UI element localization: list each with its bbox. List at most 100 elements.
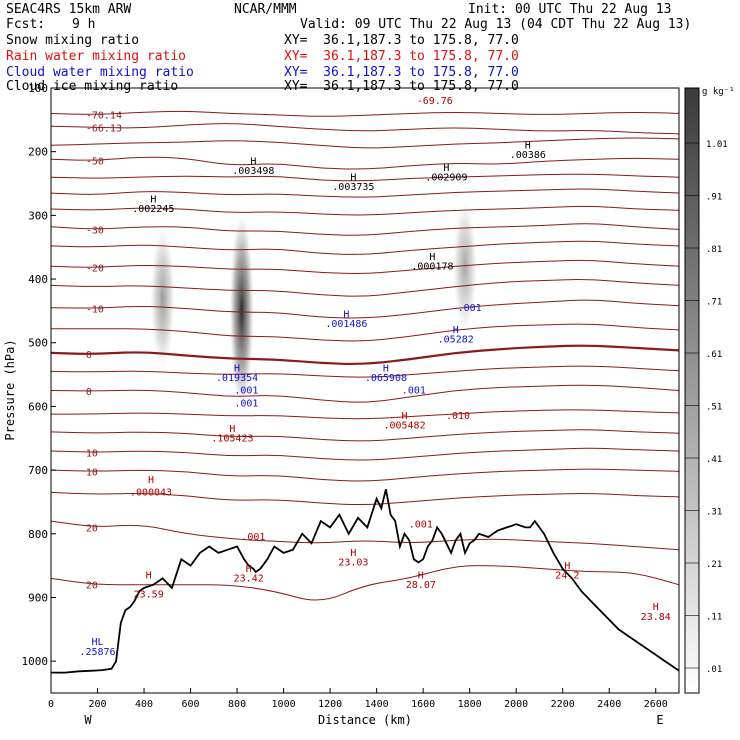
colorbar-label-1: .91	[706, 193, 722, 203]
annotation-label-47: -69.76	[417, 96, 453, 107]
annotation-label-24: .003498	[232, 166, 274, 177]
x-tick-label-5: 1000	[272, 699, 296, 710]
x-tick-label-6: 1200	[318, 699, 342, 710]
annotation-label-39: H	[383, 363, 389, 374]
fcst-value: 9 h	[72, 17, 96, 32]
isotherm-16	[51, 409, 679, 420]
colorbar-label-4: .61	[706, 350, 722, 360]
x-tick-label-12: 2400	[597, 699, 621, 710]
y-tick-label-7: 800	[28, 528, 48, 541]
annotation-label-20: .010	[446, 411, 470, 422]
annotation-label-4: H	[350, 548, 356, 559]
field-ice-name: Cloud ice mixing ratio	[6, 79, 179, 94]
annotation-label-31: H	[429, 252, 435, 263]
colorbar-label-6: .41	[706, 455, 722, 465]
x-tick-label-4: 800	[228, 699, 246, 710]
colorbar	[684, 87, 700, 694]
annotation-label-41: .001	[402, 386, 426, 397]
y-tick-label-4: 500	[28, 337, 48, 350]
init-time: Init: 00 UTC Thu 22 Aug 13	[468, 2, 672, 17]
colorbar-label-3: .71	[706, 298, 722, 308]
x-tick-label-11: 2200	[551, 699, 575, 710]
field-cloud-name: Cloud water mixing ratio	[6, 65, 194, 80]
annotation-label-27: H	[443, 163, 449, 174]
x-axis-label: Distance (km)	[318, 713, 412, 727]
fcst-label: Fcst:	[6, 17, 46, 32]
field-cloud-xy: XY= 36.1,187.3 to 175.8, 77.0	[284, 65, 519, 80]
y-tick-label-2: 300	[28, 209, 48, 222]
field-rain-name: Rain water mixing ratio	[6, 49, 187, 64]
annotation-label-37: .001	[234, 386, 258, 397]
isotherm-19	[51, 468, 679, 482]
colorbar-label-5: .51	[706, 403, 722, 413]
isotherm-label-18: 10	[86, 448, 98, 459]
isotherm-label-9: -20	[86, 264, 104, 275]
isotherm-21	[51, 520, 679, 551]
isotherm-15	[51, 384, 679, 403]
annotation-label-30: .00386	[510, 150, 546, 161]
annotation-label-9: 24.2	[555, 570, 579, 581]
isotherm-10	[51, 279, 679, 297]
annotation-label-2: H	[246, 564, 252, 575]
colorbar-label-8: .21	[706, 560, 722, 570]
isotherm-6	[51, 205, 679, 216]
isotherm-label-0: -70.14	[86, 111, 122, 122]
annotation-label-12: H	[148, 475, 154, 486]
isotherm-0	[51, 110, 679, 117]
center-name: NCAR/MMM	[234, 2, 297, 17]
isotherm-label-21: 20	[86, 523, 98, 534]
isotherm-7	[51, 223, 679, 236]
annotation-label-33: H	[343, 309, 349, 320]
valid-time: Valid: 09 UTC Thu 22 Aug 13 (04 CDT Thu …	[300, 17, 692, 32]
annotation-label-44: .001	[458, 303, 482, 314]
x-tick-label-1: 200	[88, 699, 106, 710]
annotation-label-7: 28.07	[406, 580, 436, 591]
annotation-label-22: .002245	[132, 204, 174, 215]
annotation-label-1: 23.59	[134, 589, 164, 600]
annotation-label-29: H	[525, 141, 531, 152]
annotation-label-17: .005482	[383, 421, 425, 432]
annotation-label-10: H	[653, 602, 659, 613]
isotherm-14	[51, 365, 679, 378]
y-tick-label-8: 900	[28, 591, 48, 604]
snow-plume-0	[150, 228, 175, 369]
x-tick-label-0: 0	[48, 699, 54, 710]
x-tick-label-3: 600	[182, 699, 200, 710]
y-tick-label-9: 1000	[22, 655, 49, 668]
east-end-label: E	[656, 713, 663, 727]
isotherm-8	[51, 240, 679, 255]
x-tick-label-7: 1400	[365, 699, 389, 710]
isotherm-5	[51, 188, 679, 198]
annotation-label-11: 23.84	[641, 612, 671, 623]
annotation-label-18: .001	[409, 519, 433, 530]
annotation-label-38: .001	[234, 398, 258, 409]
isotherm-label-1: -66.13	[86, 123, 122, 134]
colorbar-label-9: .11	[706, 613, 722, 623]
isotherm-2	[51, 137, 679, 149]
isotherm-9	[51, 259, 679, 274]
field-ice-xy: XY= 36.1,187.3 to 175.8, 77.0	[284, 79, 519, 94]
annotation-label-6: H	[418, 570, 424, 581]
isotherm-label-15: 0	[86, 387, 92, 398]
y-tick-label-0: 100	[28, 82, 48, 95]
annotation-label-35: H	[234, 363, 240, 374]
isotherm-13	[51, 344, 679, 366]
colorbar-label-2: .81	[706, 245, 722, 255]
annotation-label-36: .019354	[216, 373, 258, 384]
isotherm-11	[51, 299, 679, 319]
annotation-label-34: .001486	[325, 319, 367, 330]
annotation-label-15: .105423	[211, 433, 253, 444]
annotation-label-42: H	[453, 325, 459, 336]
isotherm-3	[51, 156, 679, 170]
y-tick-label-6: 700	[28, 464, 48, 477]
annotation-label-13: .000043	[130, 488, 172, 499]
y-tick-label-1: 200	[28, 146, 48, 159]
y-tick-label-3: 400	[28, 273, 48, 286]
isotherm-18	[51, 447, 679, 461]
x-tick-label-2: 400	[135, 699, 153, 710]
isotherm-label-13: 0	[86, 350, 92, 361]
annotation-label-19: .001	[241, 532, 265, 543]
colorbar-label-10: .01	[706, 665, 722, 675]
isotherm-label-19: 10	[86, 467, 98, 478]
